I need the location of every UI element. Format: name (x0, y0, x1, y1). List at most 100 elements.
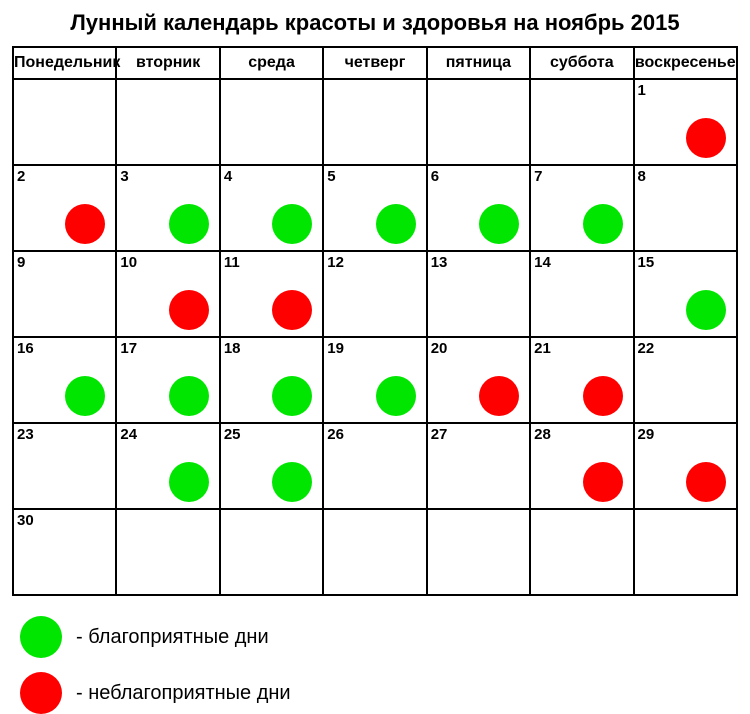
calendar-cell (116, 509, 219, 595)
day-number: 25 (224, 426, 241, 443)
legend-row-favorable: - благоприятные дни (20, 616, 738, 658)
calendar-cell: 22 (634, 337, 737, 423)
calendar-cell: 27 (427, 423, 530, 509)
calendar-cell: 15 (634, 251, 737, 337)
calendar-cell: 2 (13, 165, 116, 251)
weekday-header: воскресенье (634, 47, 737, 79)
calendar-cell: 17 (116, 337, 219, 423)
calendar-cell: 14 (530, 251, 633, 337)
weekday-header: суббота (530, 47, 633, 79)
calendar-title: Лунный календарь красоты и здоровья на н… (12, 10, 738, 36)
unfavorable-dot-icon (583, 376, 623, 416)
favorable-dot-icon (65, 376, 105, 416)
legend: - благоприятные дни - неблагоприятные дн… (12, 616, 738, 714)
day-number: 28 (534, 426, 551, 443)
calendar-cell: 29 (634, 423, 737, 509)
unfavorable-dot-icon (479, 376, 519, 416)
calendar-cell: 19 (323, 337, 426, 423)
day-number: 5 (327, 168, 335, 185)
calendar-row: 23 4 5 6 7 8 (13, 165, 737, 251)
calendar-row: 9 10 11 12 13 14 15 (13, 251, 737, 337)
favorable-dot-icon (686, 290, 726, 330)
favorable-dot-icon (169, 376, 209, 416)
unfavorable-dot-icon (20, 672, 62, 714)
calendar-cell: 23 (13, 423, 116, 509)
favorable-dot-icon (169, 462, 209, 502)
day-number: 17 (120, 340, 137, 357)
legend-favorable-label: - благоприятные дни (76, 626, 269, 649)
calendar-row: 23 24 25 26 2728 29 (13, 423, 737, 509)
calendar-cell: 18 (220, 337, 323, 423)
weekday-header: пятница (427, 47, 530, 79)
day-number: 19 (327, 340, 344, 357)
day-number: 12 (327, 254, 344, 271)
calendar-cell (427, 79, 530, 165)
day-number: 21 (534, 340, 551, 357)
calendar-cell: 21 (530, 337, 633, 423)
calendar-cell (13, 79, 116, 165)
calendar-cell (116, 79, 219, 165)
favorable-dot-icon (376, 376, 416, 416)
day-number: 6 (431, 168, 439, 185)
weekday-header: среда (220, 47, 323, 79)
weekday-header: четверг (323, 47, 426, 79)
calendar-cell: 7 (530, 165, 633, 251)
calendar-cell: 10 (116, 251, 219, 337)
weekday-header-row: Понедельник вторник среда четверг пятниц… (13, 47, 737, 79)
calendar-cell: 3 (116, 165, 219, 251)
unfavorable-dot-icon (583, 462, 623, 502)
day-number: 9 (17, 254, 25, 271)
unfavorable-dot-icon (65, 204, 105, 244)
calendar-cell (323, 509, 426, 595)
calendar-cell: 1 (634, 79, 737, 165)
day-number: 10 (120, 254, 137, 271)
day-number: 24 (120, 426, 137, 443)
favorable-dot-icon (376, 204, 416, 244)
calendar-grid: Понедельник вторник среда четверг пятниц… (12, 46, 738, 596)
day-number: 26 (327, 426, 344, 443)
weekday-header: вторник (116, 47, 219, 79)
favorable-dot-icon (20, 616, 62, 658)
calendar-cell: 11 (220, 251, 323, 337)
day-number: 4 (224, 168, 232, 185)
day-number: 22 (638, 340, 655, 357)
calendar-cell: 6 (427, 165, 530, 251)
calendar-cell (634, 509, 737, 595)
calendar-cell: 12 (323, 251, 426, 337)
day-number: 23 (17, 426, 34, 443)
favorable-dot-icon (583, 204, 623, 244)
day-number: 13 (431, 254, 448, 271)
calendar-cell: 26 (323, 423, 426, 509)
day-number: 14 (534, 254, 551, 271)
calendar-row: 16171819202122 (13, 337, 737, 423)
calendar-cell: 8 (634, 165, 737, 251)
calendar-cell (220, 509, 323, 595)
day-number: 29 (638, 426, 655, 443)
day-number: 15 (638, 254, 655, 271)
calendar-cell (427, 509, 530, 595)
calendar-row: 30 (13, 509, 737, 595)
unfavorable-dot-icon (169, 290, 209, 330)
day-number: 8 (638, 168, 646, 185)
calendar-cell: 30 (13, 509, 116, 595)
favorable-dot-icon (272, 204, 312, 244)
day-number: 16 (17, 340, 34, 357)
calendar-cell: 16 (13, 337, 116, 423)
favorable-dot-icon (169, 204, 209, 244)
day-number: 3 (120, 168, 128, 185)
unfavorable-dot-icon (686, 462, 726, 502)
calendar-cell: 25 (220, 423, 323, 509)
calendar-cell (323, 79, 426, 165)
calendar-cell: 24 (116, 423, 219, 509)
favorable-dot-icon (272, 376, 312, 416)
calendar-cell: 28 (530, 423, 633, 509)
favorable-dot-icon (272, 462, 312, 502)
calendar-cell (530, 509, 633, 595)
day-number: 7 (534, 168, 542, 185)
day-number: 18 (224, 340, 241, 357)
calendar-cell: 9 (13, 251, 116, 337)
legend-unfavorable-label: - неблагоприятные дни (76, 682, 291, 705)
day-number: 11 (224, 254, 240, 271)
legend-row-unfavorable: - неблагоприятные дни (20, 672, 738, 714)
calendar-cell: 4 (220, 165, 323, 251)
